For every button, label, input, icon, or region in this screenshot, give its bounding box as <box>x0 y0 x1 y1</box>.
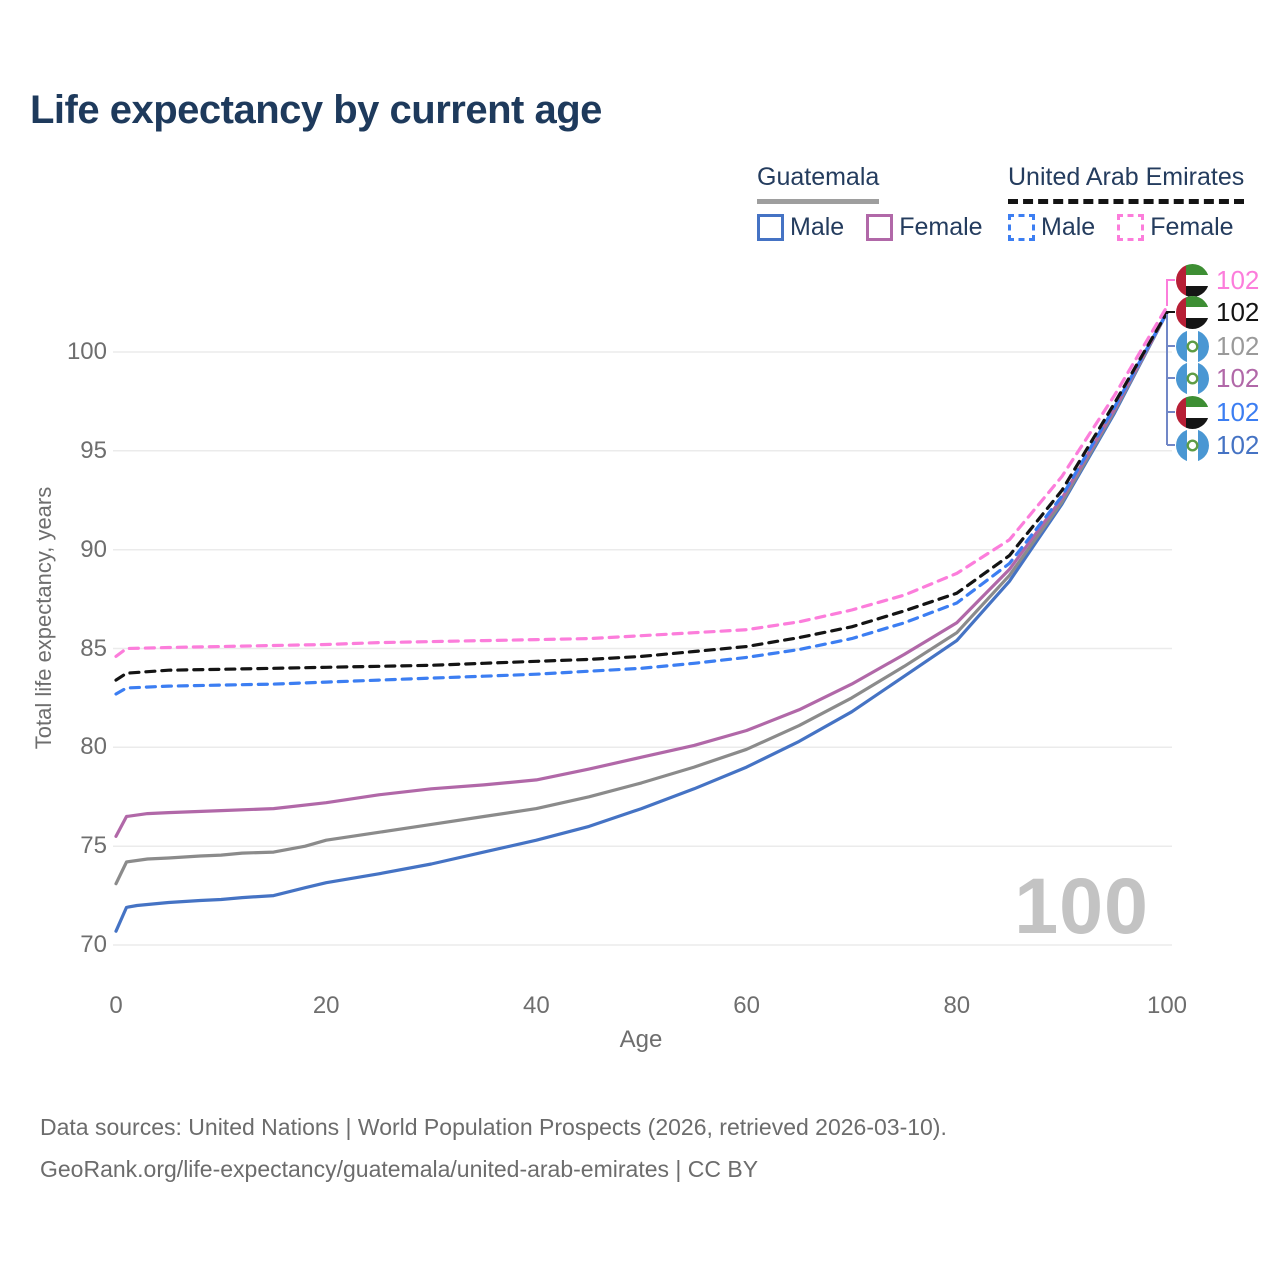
end-value: 102 <box>1216 363 1260 393</box>
end-label-guatemala-total: 102 <box>1176 330 1259 363</box>
legend-label-guatemala-male[interactable]: Male <box>790 213 845 241</box>
current-age-watermark: 100 <box>1014 861 1149 950</box>
x-axis-title: Age <box>619 1026 663 1053</box>
x-tick-20: 20 <box>312 992 340 1019</box>
end-value: 102 <box>1216 397 1260 427</box>
x-tick-0: 0 <box>109 992 123 1019</box>
legend-label-uae-male[interactable]: Male <box>1041 213 1096 241</box>
legend-row-uae: Male Female <box>1008 213 1244 242</box>
x-tick-80: 80 <box>943 992 971 1019</box>
series-line-guatemala-total[interactable] <box>114 310 1169 886</box>
legend-country-guatemala[interactable]: Guatemala <box>757 163 880 204</box>
end-label-guatemala-male: 102 <box>1176 429 1259 462</box>
end-value: 102 <box>1216 430 1260 460</box>
guatemala-flag-icon <box>1176 429 1209 462</box>
legend-label-uae-female[interactable]: Female <box>1150 213 1234 241</box>
series-line-united-arab-emirates-male[interactable] <box>114 310 1169 696</box>
x-tick-100: 100 <box>1146 992 1188 1019</box>
y-tick-75: 75 <box>80 832 107 860</box>
legend-swatch-uae-male[interactable] <box>1008 214 1035 241</box>
end-label-united-arab-emirates-male: 102 <box>1176 396 1259 429</box>
legend-swatch-guatemala-female[interactable] <box>866 214 894 241</box>
series-line-united-arab-emirates-female[interactable] <box>114 304 1169 658</box>
y-tick-100: 100 <box>66 338 107 365</box>
legend-group-guatemala: Guatemala Male Female <box>757 163 983 242</box>
y-tick-80: 80 <box>80 733 107 761</box>
end-value: 102 <box>1216 265 1260 295</box>
x-tick-60: 60 <box>733 992 760 1019</box>
footer-attribution: GeoRank.org/life-expectancy/guatemala/un… <box>40 1156 759 1182</box>
y-axis-title: Total life expectancy, years <box>31 486 56 750</box>
x-tick-40: 40 <box>523 992 550 1019</box>
end-value: 102 <box>1216 297 1260 327</box>
leader-line-uae-female <box>1166 279 1175 306</box>
end-value: 102 <box>1216 331 1260 361</box>
uae-flag-icon <box>1176 396 1209 429</box>
legend-swatch-guatemala-male[interactable] <box>757 214 784 241</box>
legend-country-uae[interactable]: United Arab Emirates <box>1008 163 1245 204</box>
guatemala-flag-icon <box>1176 362 1209 395</box>
end-label-united-arab-emirates-total: 102 <box>1176 296 1259 329</box>
guatemala-flag-icon <box>1176 330 1209 363</box>
y-tick-70: 70 <box>80 931 107 958</box>
legend-group-uae: United Arab Emirates Male Female <box>1008 163 1245 242</box>
end-label-guatemala-female: 102 <box>1176 362 1259 395</box>
y-tick-90: 90 <box>80 535 107 563</box>
legend-row-guatemala: Male Female <box>757 213 983 242</box>
end-label-united-arab-emirates-female: 102 <box>1176 264 1259 297</box>
footer: Data sources: United Nations | World Pop… <box>40 1106 947 1190</box>
y-tick-85: 85 <box>80 634 107 662</box>
footer-data-sources: Data sources: United Nations | World Pop… <box>40 1114 947 1140</box>
uae-flag-icon <box>1176 296 1209 329</box>
y-tick-95: 95 <box>80 436 107 464</box>
series-line-guatemala-female[interactable] <box>114 310 1169 838</box>
legend-label-guatemala-female[interactable]: Female <box>899 213 983 241</box>
page-title: Life expectancy by current age <box>30 88 602 132</box>
series-line-guatemala-male[interactable] <box>114 310 1169 933</box>
leader-line-bracket <box>1166 314 1175 446</box>
legend-swatch-uae-female[interactable] <box>1117 214 1145 241</box>
series-line-united-arab-emirates-total[interactable] <box>114 310 1169 682</box>
uae-flag-icon <box>1176 264 1209 297</box>
